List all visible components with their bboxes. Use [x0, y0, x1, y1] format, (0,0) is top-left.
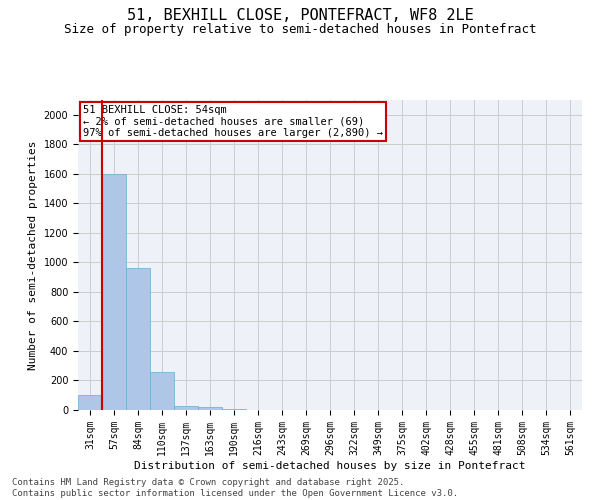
Bar	[174, 406, 198, 410]
Text: Contains HM Land Registry data © Crown copyright and database right 2025.
Contai: Contains HM Land Registry data © Crown c…	[12, 478, 458, 498]
Bar	[126, 268, 150, 410]
X-axis label: Distribution of semi-detached houses by size in Pontefract: Distribution of semi-detached houses by …	[134, 460, 526, 470]
Y-axis label: Number of semi-detached properties: Number of semi-detached properties	[28, 140, 38, 370]
Bar	[150, 372, 174, 410]
Bar	[222, 408, 246, 410]
Text: Size of property relative to semi-detached houses in Pontefract: Size of property relative to semi-detach…	[64, 22, 536, 36]
Bar	[78, 395, 102, 410]
Bar	[102, 174, 126, 410]
Bar	[198, 407, 222, 410]
Text: 51 BEXHILL CLOSE: 54sqm
← 2% of semi-detached houses are smaller (69)
97% of sem: 51 BEXHILL CLOSE: 54sqm ← 2% of semi-det…	[83, 104, 383, 138]
Text: 51, BEXHILL CLOSE, PONTEFRACT, WF8 2LE: 51, BEXHILL CLOSE, PONTEFRACT, WF8 2LE	[127, 8, 473, 22]
